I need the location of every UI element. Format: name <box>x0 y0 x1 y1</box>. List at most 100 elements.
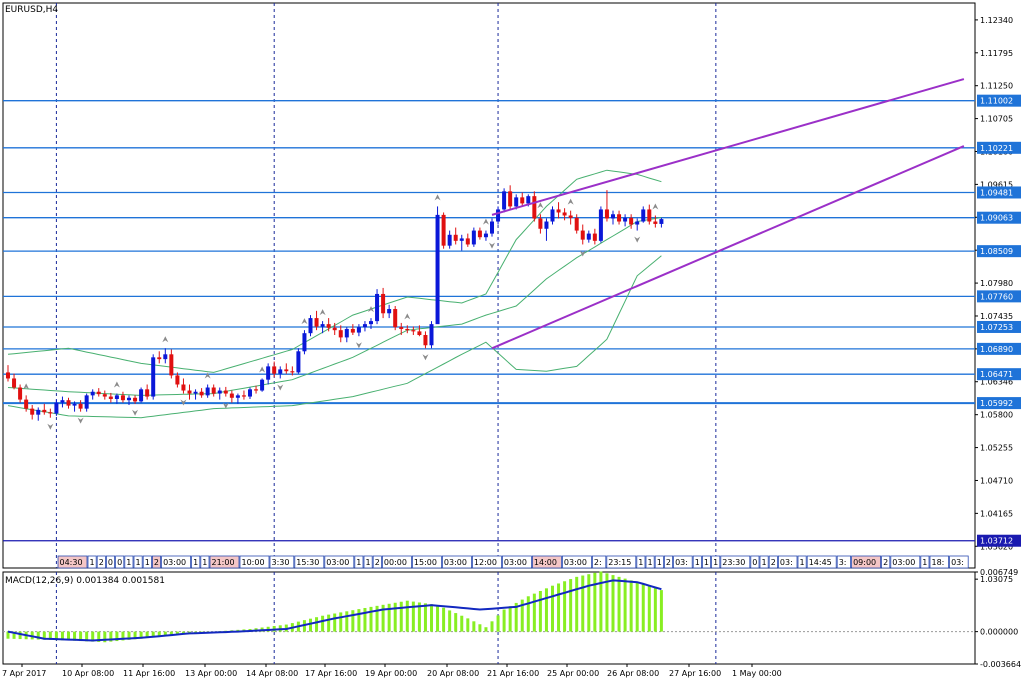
macd-histogram-bar <box>151 631 155 638</box>
candle-body <box>362 324 367 328</box>
level-price-label: 1.05992 <box>980 399 1013 408</box>
macd-histogram-bar <box>502 609 506 632</box>
time-cell-label: 03:00 <box>163 558 186 567</box>
macd-histogram-bar <box>405 600 409 632</box>
candle-body <box>157 357 162 360</box>
fractal-down-marker <box>77 417 84 424</box>
macd-histogram-bar <box>526 596 530 632</box>
macd-histogram-bar <box>357 609 361 632</box>
fractal-up-marker <box>434 194 441 201</box>
time-cell <box>239 555 270 569</box>
fractal-up-marker <box>113 381 120 388</box>
time-cell-label: 2 <box>99 558 104 567</box>
time-cell <box>87 555 97 569</box>
level-price-label: 1.07253 <box>980 323 1013 332</box>
macd-histogram-bar <box>472 621 476 632</box>
macd-histogram-bar <box>381 604 385 632</box>
candle-body <box>278 369 283 374</box>
candle-body <box>465 238 470 245</box>
macd-histogram-bar <box>127 631 131 640</box>
macd-histogram-bar <box>375 605 379 632</box>
time-cell-label: 1 <box>648 558 653 567</box>
time-cell-label: 14:45 <box>809 558 832 567</box>
macd-histogram-bar <box>611 575 615 632</box>
price-tick-label: 1.11250 <box>980 82 1013 91</box>
macd-histogram-bar <box>67 631 70 641</box>
fractal-up-marker <box>259 366 266 373</box>
time-axis-label: 14 Apr 08:00 <box>246 669 298 678</box>
time-cell <box>664 555 674 569</box>
candle-body <box>332 327 337 331</box>
candle-body <box>102 394 107 397</box>
time-cell <box>96 555 106 569</box>
time-cell-label: 1 <box>126 558 131 567</box>
candle-body <box>441 214 446 246</box>
macd-panel-border <box>2 571 976 665</box>
candle-body <box>248 389 252 397</box>
candle-body <box>617 214 622 222</box>
candle-body <box>90 391 95 396</box>
macd-histogram-bar <box>42 631 46 640</box>
candle-body <box>629 217 634 225</box>
level-price-box <box>977 245 1021 258</box>
candle-body <box>151 357 156 397</box>
time-cell-label: 1 <box>922 558 927 567</box>
candle-body <box>302 333 307 352</box>
time-cell <box>750 555 760 569</box>
macd-histogram-bar <box>520 599 524 632</box>
time-cell <box>654 555 664 569</box>
price-tick-label: 1.06346 <box>980 378 1013 387</box>
time-cell-label: 3: <box>839 558 847 567</box>
candle-body <box>18 387 23 400</box>
time-cell-label: 2: <box>594 558 602 567</box>
period-separators <box>55 3 717 664</box>
macd-histogram-bar <box>363 607 367 632</box>
time-cell-label: 1 <box>193 558 198 567</box>
price-tick-label: 1.07435 <box>980 312 1013 321</box>
candle-body <box>314 318 319 327</box>
time-cell-label: 12:00 <box>474 558 497 567</box>
candle-body <box>544 221 549 229</box>
macd-histogram-bar <box>133 631 137 640</box>
macd-panel: 0.006749 0.000000 -0.003664 <box>3 568 1021 669</box>
candle-body <box>42 409 47 413</box>
candle-body <box>66 400 71 406</box>
price-tick-label: 1.03075 <box>980 575 1013 584</box>
candle-body <box>459 238 464 241</box>
time-cell <box>720 555 751 569</box>
bollinger-lower <box>7 255 662 419</box>
fractal-down-marker <box>422 354 429 361</box>
time-axis-label: 27 Apr 16:00 <box>669 669 721 678</box>
time-cell <box>363 555 373 569</box>
level-price-label: 1.06471 <box>980 370 1013 379</box>
candle-body <box>520 197 525 204</box>
fractal-down-marker <box>355 342 362 349</box>
candle-body <box>483 233 488 238</box>
candle-body <box>84 395 89 409</box>
time-cell <box>161 555 192 569</box>
time-cell-label: 1 <box>657 558 662 567</box>
time-cell-label: 1 <box>638 558 643 567</box>
macd-histogram-bar <box>659 590 663 632</box>
fractal-markers <box>23 194 659 430</box>
time-cell <box>759 555 769 569</box>
macd-histogram-bar <box>169 631 173 636</box>
level-price-label: 1.10221 <box>980 144 1013 153</box>
macd-histogram-bar <box>605 573 609 632</box>
time-cell <box>949 555 969 569</box>
macd-histogram-bar <box>532 593 536 632</box>
fractal-up-marker <box>162 336 169 343</box>
macd-histogram-bar <box>490 621 494 632</box>
time-cell-label: 1 <box>145 558 150 567</box>
time-cell-label: 14:00 <box>534 558 557 567</box>
candle-body <box>399 327 404 329</box>
time-cell <box>929 555 950 569</box>
symbol-label: EURUSD,H4 <box>5 5 58 15</box>
macd-histogram-bar <box>575 576 579 632</box>
time-cell <box>592 555 607 569</box>
time-axis-label: 20 Apr 08:00 <box>427 669 479 678</box>
candle-body <box>369 321 373 325</box>
candle-body <box>471 230 476 245</box>
candle-body <box>350 328 355 333</box>
time-axis-label: 10 Apr 08:00 <box>62 669 114 678</box>
